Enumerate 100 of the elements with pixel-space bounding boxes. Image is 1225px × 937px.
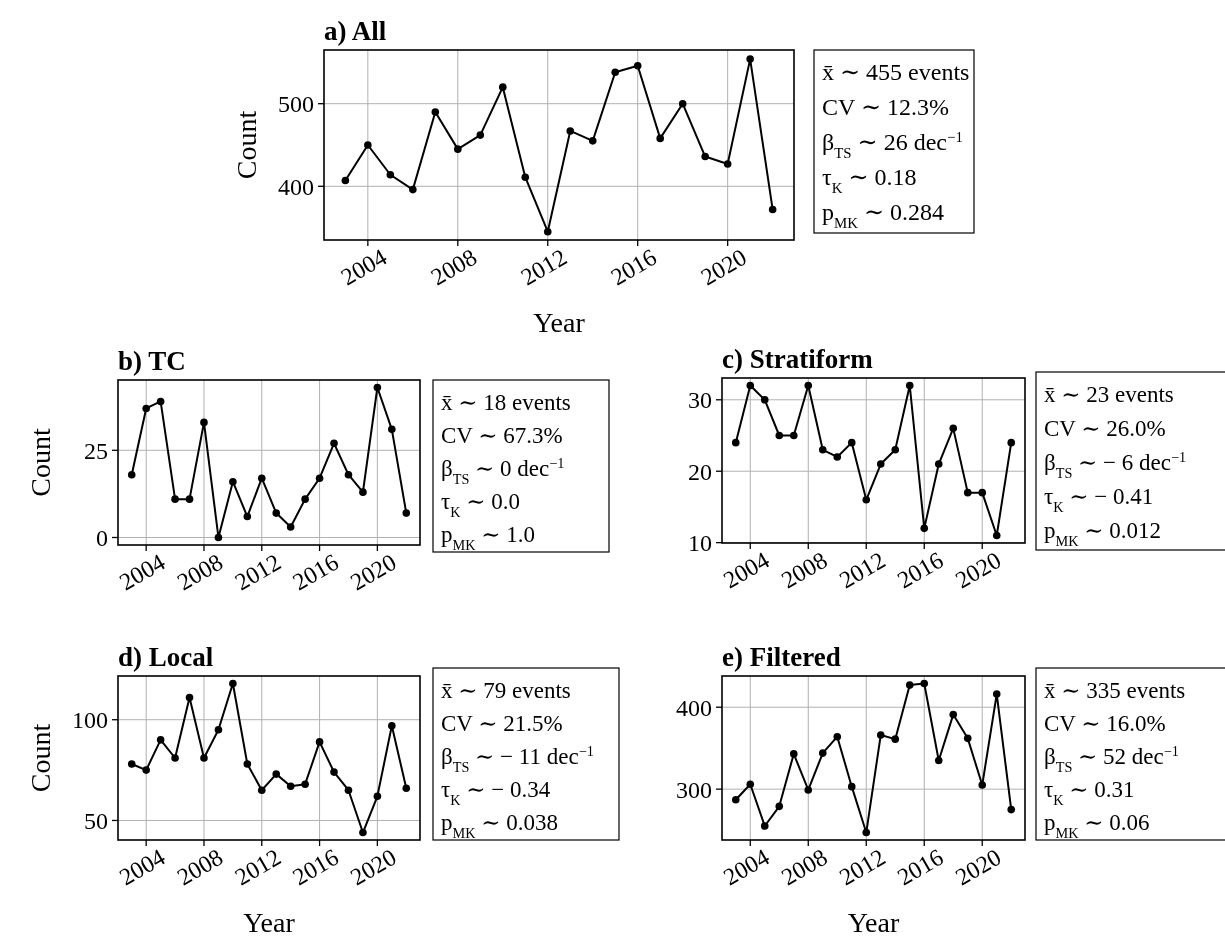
x-tick-label: 2016	[288, 843, 343, 891]
text: β$_{TS}$ ∼ 26 dec$^{−1}$	[822, 129, 963, 161]
text: CV ∼ 26.0%	[1044, 416, 1166, 441]
point	[257, 474, 266, 482]
point	[862, 828, 871, 837]
text: CV ∼ 21.5%	[441, 711, 563, 736]
point	[833, 453, 842, 461]
point	[498, 83, 507, 91]
point	[409, 185, 417, 194]
point	[847, 782, 856, 791]
point	[775, 802, 784, 811]
chart-title: e) Filtered	[722, 642, 841, 672]
text: x̄ ∼ 455 events	[822, 59, 970, 85]
x-tick-label: 2012	[834, 546, 890, 594]
y-axis-title: Count	[25, 723, 56, 793]
point	[521, 173, 530, 182]
point	[760, 822, 769, 830]
y-tick-label: 400	[278, 173, 314, 200]
point	[876, 731, 885, 739]
y-tick-label: 500	[278, 91, 314, 118]
text: x̄ ∼ 79 events	[441, 678, 571, 703]
point	[876, 460, 885, 468]
point	[127, 760, 136, 768]
x-axis-title: Year	[847, 907, 900, 937]
point	[862, 495, 871, 504]
point	[431, 108, 440, 116]
point	[142, 404, 150, 413]
point	[1007, 805, 1016, 814]
text: x̄ ∼ 23 events	[1044, 382, 1174, 407]
point	[905, 681, 914, 689]
text: CV ∼ 16.0%	[1044, 711, 1166, 736]
point	[992, 531, 1001, 540]
y-tick-label: 10	[688, 530, 712, 557]
y-tick-label: 100	[72, 707, 108, 734]
x-tick-label: 2004	[718, 843, 774, 891]
point	[992, 690, 1001, 698]
point	[701, 152, 709, 161]
point	[142, 766, 150, 774]
point	[789, 431, 798, 440]
point	[315, 474, 324, 482]
text: β$_{TS}$ ∼ − 6 dec$^{−1}$	[1044, 449, 1187, 481]
text: p$_{MK}$ ∼ 1.0	[441, 522, 535, 553]
text: x̄ ∼ 335 events	[1044, 678, 1186, 703]
x-tick-label: 2008	[426, 243, 482, 291]
point	[804, 786, 813, 794]
chart-title: d) Local	[118, 642, 214, 672]
x-tick-label: 2012	[230, 843, 286, 891]
x-tick-label: 2020	[696, 243, 751, 291]
y-tick-label: 20	[688, 458, 712, 485]
y-tick-label: 400	[676, 694, 712, 721]
text: p$_{MK}$ ∼ 0.038	[441, 810, 558, 841]
point	[386, 170, 395, 179]
point	[949, 710, 958, 719]
point	[804, 381, 813, 390]
x-tick-label: 2008	[776, 843, 832, 891]
y-tick-label: 300	[676, 776, 712, 803]
point	[833, 732, 842, 741]
text: x̄ ∼ 18 events	[441, 390, 571, 415]
point	[200, 754, 208, 762]
point	[388, 721, 396, 730]
point	[920, 679, 929, 688]
x-tick-label: 2016	[606, 243, 661, 291]
point	[775, 431, 784, 440]
point	[731, 438, 740, 447]
point	[214, 725, 223, 734]
x-tick-label: 2016	[892, 546, 948, 594]
point	[1007, 438, 1016, 447]
point	[789, 750, 798, 758]
point	[214, 533, 223, 542]
point	[847, 438, 856, 447]
point	[330, 768, 338, 776]
x-tick-label: 2008	[172, 548, 228, 596]
x-tick-label: 2004	[336, 243, 392, 291]
point	[611, 68, 620, 77]
point	[344, 470, 353, 479]
x-tick-label: 2012	[834, 843, 890, 891]
point	[272, 509, 281, 517]
y-tick-label: 25	[84, 437, 108, 464]
point	[760, 395, 769, 404]
point	[243, 760, 252, 768]
point	[454, 145, 462, 153]
x-tick-label: 2004	[718, 546, 774, 594]
point	[818, 445, 827, 454]
point	[200, 418, 208, 427]
point	[344, 786, 353, 795]
point	[963, 734, 972, 743]
point	[949, 424, 958, 433]
point	[891, 735, 900, 743]
point	[818, 749, 827, 757]
point	[341, 176, 350, 185]
point	[364, 141, 372, 149]
point	[402, 784, 411, 793]
y-tick-label: 0	[96, 524, 108, 551]
text: τ$_{K}$ ∼ − 0.41	[1044, 484, 1154, 515]
point	[156, 736, 165, 744]
point	[543, 227, 552, 236]
point	[963, 488, 972, 497]
point	[746, 381, 755, 390]
point	[272, 770, 281, 778]
x-tick-label: 2008	[172, 843, 228, 891]
